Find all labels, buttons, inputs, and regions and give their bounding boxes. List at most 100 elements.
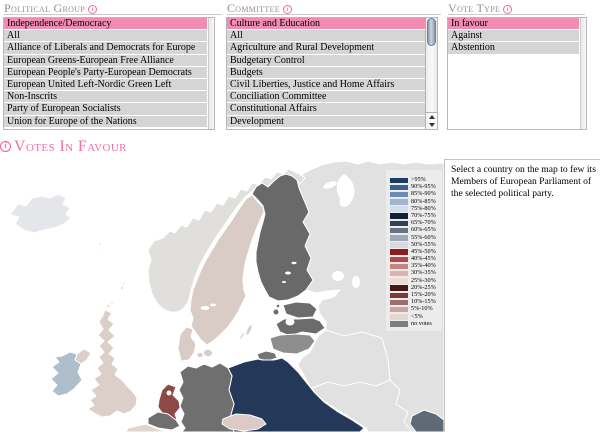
- info-icon[interactable]: i: [0, 141, 11, 152]
- scrollbar-track[interactable]: [580, 18, 586, 129]
- legend-row: 35%-40%: [386, 263, 442, 270]
- info-icon[interactable]: i: [282, 5, 292, 14]
- committee-listbox[interactable]: Culture and Education All Agriculture and …: [226, 17, 438, 130]
- list-item[interactable]: Alliance of Liberals and Democrats for E…: [4, 42, 207, 54]
- legend-label: <5%: [411, 312, 423, 320]
- legend-row: 55%-60%: [386, 233, 442, 242]
- list-item[interactable]: Abstention: [448, 42, 579, 54]
- scrollbar[interactable]: [425, 18, 437, 129]
- legend-row: 60%-65%: [386, 227, 442, 234]
- list-item[interactable]: Party of European Socialists: [4, 103, 207, 115]
- list-item[interactable]: Culture and Education: [227, 18, 426, 30]
- legend-label: 90%-95%: [411, 183, 436, 191]
- legend-row: 45%-50%: [386, 247, 442, 256]
- legend-label: 20%-25%: [411, 283, 436, 291]
- political-group-listbox[interactable]: Independence/Democracy All Alliance of Lib…: [3, 17, 215, 130]
- legend-label: 15%-20%: [411, 291, 436, 298]
- legend-row: 75%-80%: [386, 205, 442, 213]
- legend-swatch: [390, 235, 408, 241]
- legend-label: no votes: [411, 319, 432, 327]
- legend-swatch: [390, 249, 408, 255]
- list-item[interactable]: Union for Europe of the Nations: [4, 115, 207, 127]
- political-group-label: Political Group i: [4, 1, 98, 16]
- legend-row: 40%-45%: [386, 256, 442, 263]
- legend-row: 65%-70%: [386, 220, 442, 227]
- europe-map[interactable]: [0, 160, 445, 433]
- list-item[interactable]: Development: [227, 115, 426, 127]
- legend-label: 85%-90%: [411, 190, 436, 198]
- legend-swatch: [390, 206, 408, 212]
- legend-label: 70%-75%: [411, 211, 436, 219]
- legend-label: 35%-40%: [411, 262, 436, 270]
- divider: [448, 14, 585, 15]
- list-item[interactable]: Constitutional Affairs: [227, 103, 426, 115]
- legend-swatch: [390, 314, 408, 320]
- list-item[interactable]: In favour: [448, 18, 579, 30]
- legend-swatch: [390, 256, 408, 263]
- legend-row: 50%-55%: [386, 241, 442, 249]
- legend-swatch: [390, 242, 408, 248]
- scroll-up-icon[interactable]: [429, 115, 435, 119]
- legend-row: 85%-90%: [386, 191, 442, 198]
- list-item[interactable]: European People's Party-European Democra…: [4, 66, 207, 78]
- legend-swatch: [390, 299, 408, 306]
- legend-row: 30%-35%: [386, 270, 442, 277]
- legend-label: >95%: [411, 176, 426, 183]
- legend-swatch: [390, 321, 408, 327]
- list-item[interactable]: Independence/Democracy: [4, 18, 207, 30]
- legend-row: >95%: [386, 176, 442, 184]
- legend-label: 45%-50%: [411, 247, 436, 255]
- list-item[interactable]: All: [4, 30, 207, 42]
- legend-swatch: [390, 227, 408, 234]
- legend-row: 5%-10%: [386, 306, 442, 313]
- legend-row: 90%-95%: [386, 184, 442, 191]
- legend-swatch: [390, 285, 408, 291]
- legend-swatch: [390, 184, 408, 191]
- legend-swatch: [390, 306, 408, 313]
- list-item[interactable]: Budgets: [227, 66, 426, 78]
- list-item[interactable]: Agriculture and Rural Development: [227, 42, 426, 54]
- legend-label: 25%-30%: [411, 276, 436, 284]
- scroll-down-icon[interactable]: [429, 123, 435, 127]
- legend-row: 80%-85%: [386, 197, 442, 206]
- divider: [4, 14, 222, 15]
- scrollbar-track[interactable]: [208, 18, 214, 129]
- scrollbar-thumb[interactable]: [427, 18, 436, 46]
- legend-row: 10%-15%: [386, 299, 442, 306]
- legend-label: 40%-45%: [411, 255, 436, 263]
- scrollbar-arrows[interactable]: [426, 112, 437, 129]
- legend-swatch: [390, 213, 408, 219]
- info-icon[interactable]: i: [88, 5, 98, 14]
- legend-swatch: [390, 263, 408, 270]
- legend-row: no votes: [386, 319, 442, 328]
- vote-type-listbox[interactable]: In favour Against Abstention: [447, 17, 587, 130]
- list-item[interactable]: Against: [448, 30, 579, 42]
- legend-row: 70%-75%: [386, 211, 442, 220]
- legend-swatch: [390, 199, 408, 205]
- legend-swatch: [390, 191, 408, 198]
- legend-row: <5%: [386, 312, 442, 321]
- map-section-title: Votes In Favour: [14, 138, 127, 155]
- legend-row: 15%-20%: [386, 291, 442, 299]
- instruction-panel: Select a country on the map to few its M…: [444, 159, 600, 432]
- legend-label: 60%-65%: [411, 226, 436, 234]
- list-item[interactable]: Conciliation Committee: [227, 91, 426, 103]
- info-icon[interactable]: i: [503, 5, 513, 14]
- legend-label: 55%-60%: [411, 233, 436, 241]
- legend-swatch: [390, 278, 408, 284]
- legend-swatch: [390, 270, 408, 277]
- legend-label: 65%-70%: [411, 219, 436, 227]
- legend-row: 20%-25%: [386, 283, 442, 292]
- vote-type-label: Vote Type i: [448, 1, 513, 16]
- list-item[interactable]: Budgetary Control: [227, 54, 426, 66]
- legend-label: 80%-85%: [411, 197, 436, 205]
- instruction-text: Select a country on the map to few its M…: [451, 164, 596, 199]
- list-item[interactable]: European Greens-European Free Alliance: [4, 54, 207, 66]
- list-item[interactable]: European United Left-Nordic Green Left: [4, 78, 207, 91]
- committee-label: Committee i: [227, 1, 292, 16]
- legend-label: 5%-10%: [411, 305, 433, 313]
- map-legend: >95% 90%-95% 85%-90% 80%-85% 75%-80% 70%-75% 6…: [386, 170, 442, 331]
- list-item[interactable]: Civil Liberties, Justice and Home Affair…: [227, 78, 426, 91]
- list-item[interactable]: Non-Inscrits: [4, 91, 207, 103]
- list-item[interactable]: All: [227, 30, 426, 42]
